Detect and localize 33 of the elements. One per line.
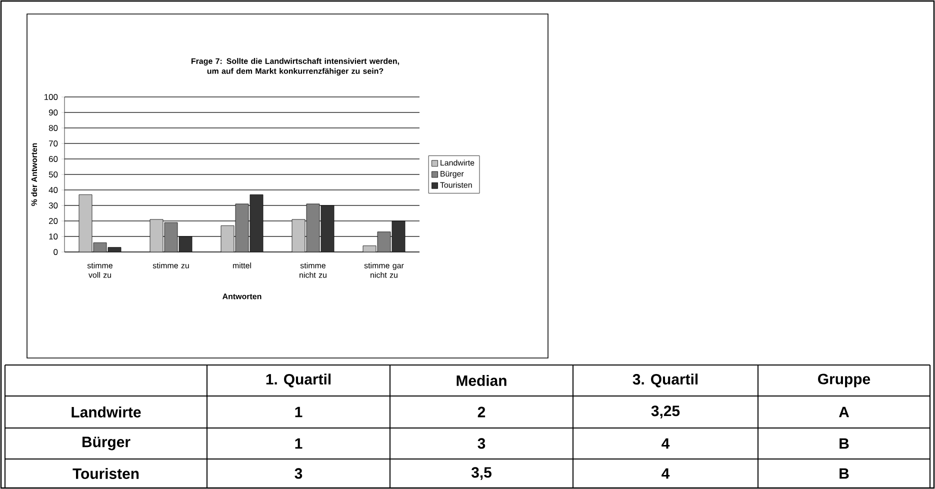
text: 4	[662, 468, 670, 479]
y-tick-label: 30	[48, 202, 58, 208]
bar	[78, 194, 92, 252]
text: Bürger	[82, 436, 130, 450]
text: Median	[456, 375, 506, 386]
text: 3,25	[651, 406, 680, 418]
text: B	[840, 468, 849, 479]
text: 3,5	[471, 467, 492, 480]
text: 1	[295, 406, 302, 418]
text: 1. Quartil	[266, 374, 331, 388]
text: 3	[294, 468, 302, 479]
text: 3. Quartil	[632, 374, 698, 388]
text: 1	[295, 438, 302, 449]
y-tick-label: 80	[48, 124, 58, 131]
y-tick-label: 40	[48, 186, 58, 193]
text: 3	[478, 438, 486, 449]
text: B	[840, 438, 849, 449]
text: Gruppe	[818, 374, 870, 388]
y-tick-label: 70	[49, 140, 58, 146]
text: Touristen	[72, 468, 139, 479]
bar	[250, 194, 264, 252]
y-tick-label: 60	[49, 156, 58, 162]
y-tick-label: 50	[48, 171, 58, 178]
text: Landwirte	[72, 406, 141, 418]
bar	[320, 205, 334, 252]
text: 2	[478, 406, 486, 418]
y-tick-label: 20	[48, 218, 58, 224]
y-tick-label: 10	[49, 233, 58, 240]
y-tick-label: 90	[48, 109, 58, 116]
text: 4	[662, 438, 670, 449]
text: A	[838, 406, 849, 418]
y-tick-label: 100	[44, 94, 58, 100]
y-tick-label: 0	[54, 248, 58, 255]
